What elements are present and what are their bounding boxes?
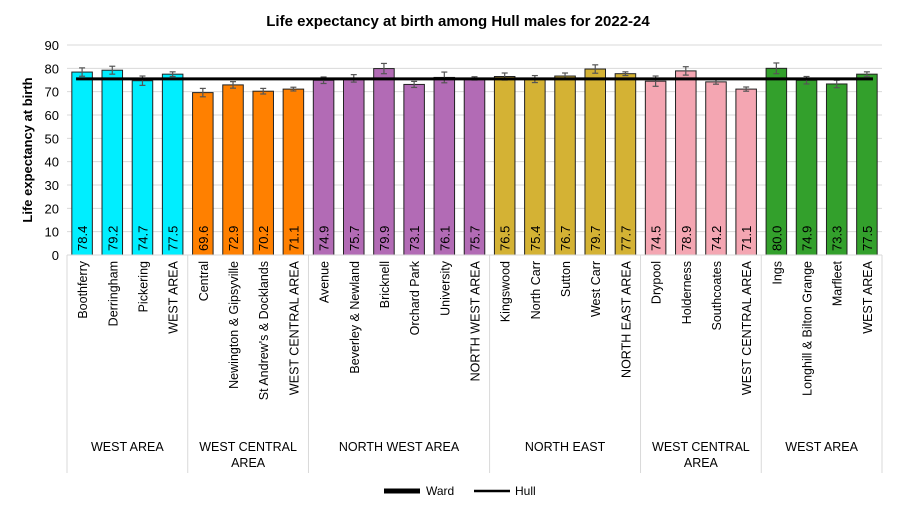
data-label: 73.1 — [407, 226, 422, 251]
y-tick-label: 10 — [45, 225, 59, 240]
x-tick-label: Pickering — [136, 261, 150, 312]
data-label: 78.4 — [75, 226, 90, 251]
y-tick-label: 0 — [52, 248, 59, 263]
x-tick-label: NORTH EAST AREA — [619, 260, 633, 378]
x-tick-label: West Carr — [589, 261, 603, 317]
error-bar — [199, 87, 206, 98]
data-label: 73.3 — [830, 226, 845, 251]
legend-ward-label: Ward — [426, 484, 454, 498]
x-tick-label: Bricknell — [378, 261, 392, 308]
error-bar — [230, 81, 237, 89]
data-label: 78.9 — [679, 226, 694, 251]
chart-title: Life expectancy at birth among Hull male… — [266, 13, 650, 30]
x-tick-label: Orchard Park — [408, 260, 422, 335]
error-bar — [260, 87, 267, 95]
data-label: 70.2 — [256, 226, 271, 251]
x-tick-label: Marfleet — [831, 260, 845, 306]
error-bar — [863, 71, 870, 78]
data-label: 80.0 — [769, 226, 784, 251]
data-label: 77.5 — [860, 226, 875, 251]
x-tick-label: St Andrew's & Docklands — [257, 261, 271, 400]
data-label: 79.2 — [105, 226, 120, 251]
legend-hull-label: Hull — [515, 484, 536, 498]
x-tick-label: Ings — [770, 261, 784, 285]
x-tick-label: Boothferry — [76, 260, 90, 318]
group-label: AREA — [684, 456, 719, 470]
y-tick-label: 30 — [45, 178, 59, 193]
x-tick-label: North Carr — [529, 261, 543, 319]
x-tick-label: WEST CENTRAL AREA — [287, 260, 301, 395]
group-label: WEST CENTRAL — [652, 440, 750, 454]
data-label: 77.5 — [166, 226, 181, 251]
y-tick-label: 40 — [45, 155, 59, 170]
error-bar — [169, 71, 176, 78]
data-label: 76.5 — [498, 226, 513, 251]
x-tick-label: Derringham — [106, 261, 120, 326]
x-tick-label: Central — [197, 261, 211, 301]
group-label: WEST CENTRAL — [199, 440, 297, 454]
y-tick-label: 20 — [45, 201, 59, 216]
data-label: 74.7 — [135, 226, 150, 251]
data-label: 74.2 — [709, 226, 724, 251]
y-tick-label: 50 — [45, 131, 59, 146]
data-label: 75.4 — [528, 226, 543, 251]
group-label: WEST AREA — [91, 440, 164, 454]
data-label: 74.9 — [317, 226, 332, 251]
x-tick-label: University — [438, 260, 452, 316]
data-label: 74.5 — [649, 226, 664, 251]
error-bar — [743, 86, 750, 92]
group-label: NORTH EAST — [525, 440, 606, 454]
data-label: 75.7 — [347, 226, 362, 251]
error-bar — [592, 64, 599, 74]
error-bar — [622, 71, 629, 77]
data-label: 74.9 — [800, 226, 815, 251]
x-tick-label: Southcoates — [710, 261, 724, 331]
group-label: WEST AREA — [785, 440, 858, 454]
x-tick-label: Beverley & Newland — [348, 261, 362, 374]
data-label: 79.9 — [377, 226, 392, 251]
error-bar — [79, 67, 86, 77]
error-bar — [773, 62, 780, 75]
data-label: 72.9 — [226, 226, 241, 251]
x-tick-label: Longhill & Bilton Grange — [801, 261, 815, 396]
x-tick-label: Sutton — [559, 261, 573, 297]
error-bar — [290, 86, 297, 92]
group-label: NORTH WEST AREA — [339, 440, 460, 454]
error-bar — [411, 80, 418, 89]
x-tick-label: WEST AREA — [861, 260, 875, 333]
group-label: AREA — [231, 456, 266, 470]
data-label: 69.6 — [196, 226, 211, 251]
data-label: 76.7 — [558, 226, 573, 251]
data-label: 77.7 — [618, 226, 633, 251]
data-label: 71.1 — [739, 226, 754, 251]
y-tick-label: 70 — [45, 85, 59, 100]
y-tick-label: 60 — [45, 108, 59, 123]
data-label: 75.7 — [468, 226, 483, 251]
y-tick-label: 90 — [45, 38, 59, 53]
x-tick-label: Avenue — [318, 261, 332, 303]
error-bar — [109, 65, 116, 75]
data-label: 76.1 — [437, 226, 452, 251]
x-tick-label: Newington & Gipsyville — [227, 261, 241, 389]
x-tick-label: WEST CENTRAL AREA — [740, 260, 754, 395]
y-axis-label: Life expectancy at birth — [20, 77, 35, 222]
x-tick-label: NORTH WEST AREA — [469, 260, 483, 381]
data-label: 71.1 — [286, 226, 301, 251]
y-tick-label: 80 — [45, 61, 59, 76]
error-bar — [380, 62, 387, 75]
data-label: 79.7 — [588, 226, 603, 251]
error-bar — [682, 66, 689, 76]
legend: Ward Hull — [384, 484, 536, 498]
x-tick-label: Holderness — [680, 261, 694, 324]
x-tick-label: Drypool — [650, 261, 664, 304]
x-tick-label: Kingswood — [499, 261, 513, 322]
x-tick-label: WEST AREA — [167, 260, 181, 333]
